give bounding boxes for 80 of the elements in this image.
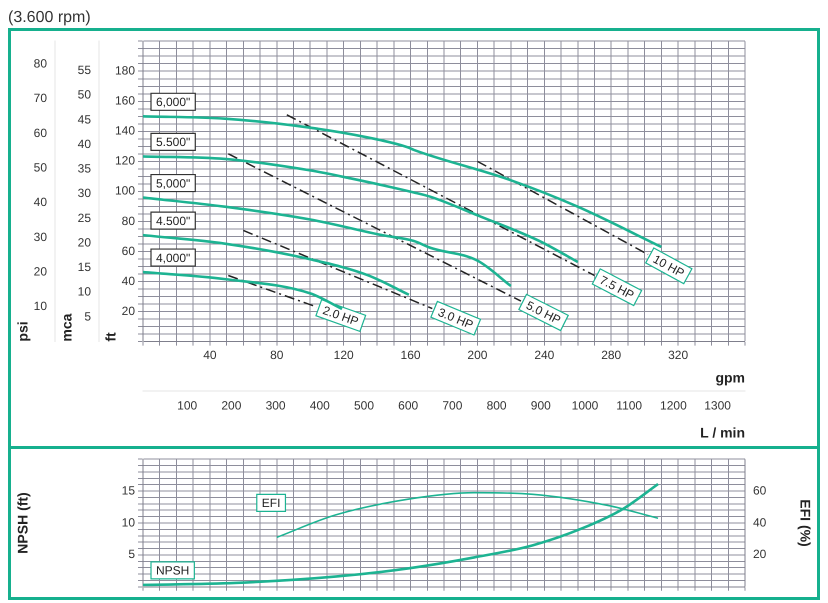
x-tick-label: 280: [601, 348, 622, 362]
x-tick-label: 240: [534, 348, 555, 362]
y-tick-label: 120: [114, 154, 136, 168]
x-tick-label: 160: [400, 348, 421, 362]
x2-tick-label: 400: [310, 398, 330, 412]
y-axis-title: ft: [102, 332, 118, 342]
y-tick-label: 60: [122, 244, 136, 258]
line-series: [143, 234, 410, 296]
y2-tick-label: 60: [753, 483, 767, 498]
x2-axis-title: L / min: [700, 424, 745, 440]
x2-tick-label: 1000: [572, 398, 599, 412]
y2-tick-label: 20: [753, 547, 767, 562]
y2-tick-label: 55: [78, 63, 92, 78]
y2-tick-label: 30: [78, 186, 92, 200]
y-tick-label: 20: [122, 304, 136, 318]
x-tick-label: 320: [668, 348, 688, 362]
x-axis-title: gpm: [715, 369, 745, 386]
x-tick-label: 200: [467, 348, 488, 362]
y2-tick-label: 50: [78, 88, 92, 102]
x2-tick-label: 900: [530, 398, 552, 412]
y3-tick-label: 50: [34, 160, 48, 174]
y3-tick-label: 30: [34, 230, 48, 244]
y3-tick-label: 10: [34, 299, 48, 314]
y-tick-label: 5: [128, 547, 136, 562]
line-series: [143, 115, 663, 248]
x-tick-label: 80: [270, 348, 284, 362]
y2-tick-label: 40: [78, 136, 92, 151]
y2-tick-label: 5: [84, 309, 92, 324]
y-tick-label: 160: [114, 94, 136, 108]
y-tick-label: 80: [122, 214, 136, 228]
y3-tick-label: 60: [34, 126, 48, 140]
y-tick-label: 100: [114, 184, 136, 198]
x2-tick-label: 500: [354, 398, 374, 412]
line-series: [143, 155, 580, 264]
y3-tick-label: 70: [34, 91, 48, 106]
y-tick-label: 180: [114, 64, 136, 78]
y3-axis-title: psi: [14, 321, 30, 342]
series-label: 6,000": [156, 95, 190, 110]
series-label: 4.500": [156, 214, 190, 228]
text: 7.5 HP: [597, 272, 636, 302]
text: 10 HP: [650, 252, 687, 280]
series-label: NPSH: [156, 564, 190, 578]
x2-tick-label: 1200: [660, 398, 688, 412]
y2-axis-title: mca: [58, 313, 74, 342]
y2-axis-title: EFI (%): [798, 499, 814, 547]
text: 3.0 HP: [436, 305, 476, 332]
y-tick-label: 10: [122, 515, 136, 530]
y2-tick-label: 10: [78, 284, 92, 299]
y3-tick-label: 40: [34, 195, 48, 210]
y-tick-label: 15: [122, 483, 136, 498]
line-series: [143, 482, 660, 586]
y2-tick-label: 20: [78, 235, 92, 250]
y-tick-label: 40: [122, 274, 136, 288]
y-axis-title: NPSH (ft): [14, 492, 30, 554]
y2-tick-label: 25: [78, 210, 92, 225]
y2-tick-label: 35: [78, 162, 92, 176]
x2-tick-label: 1100: [616, 398, 642, 412]
y-tick-label: 140: [114, 124, 136, 138]
series-label: 4,000": [156, 250, 190, 265]
chart-title: (3.600 rpm): [8, 8, 92, 28]
x2-tick-label: 100: [177, 398, 198, 412]
y2-tick-label: 40: [753, 515, 767, 530]
x2-tick-label: 300: [266, 398, 286, 412]
x2-tick-label: 600: [398, 398, 419, 412]
x2-tick-label: 800: [486, 398, 507, 412]
text: 2.0 HP: [321, 303, 360, 329]
x2-tick-label: 1300: [704, 398, 732, 412]
y3-tick-label: 20: [34, 264, 48, 279]
series-label: 5.500": [156, 135, 190, 150]
y3-tick-label: 80: [34, 56, 48, 70]
x2-tick-label: 200: [221, 398, 242, 412]
y2-tick-label: 15: [78, 260, 92, 274]
x2-tick-label: 700: [442, 398, 463, 412]
x-tick-label: 120: [334, 348, 354, 362]
text: 5.0 HP: [524, 298, 563, 328]
x-tick-label: 40: [203, 348, 217, 362]
y2-tick-label: 45: [78, 112, 92, 126]
line-series: [143, 196, 512, 288]
series-label: 5,000": [156, 176, 190, 190]
series-label: EFI: [262, 496, 280, 510]
